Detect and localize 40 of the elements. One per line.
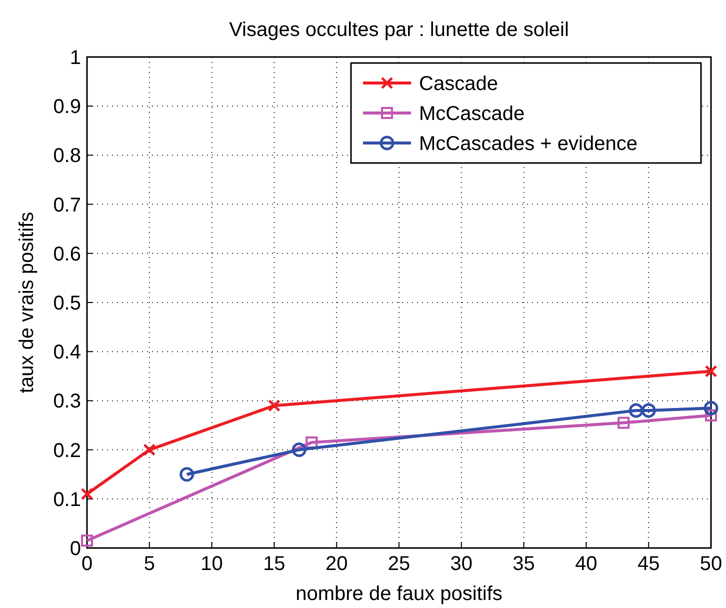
point: [705, 409, 717, 422]
point: [80, 488, 94, 500]
legend-label: Cascade: [419, 73, 498, 95]
legend-label: McCascades + evidence: [419, 133, 638, 155]
x-tick-label: 15: [263, 553, 286, 575]
y-tick-label: 0.9: [53, 96, 81, 118]
point: [618, 416, 630, 429]
y-tick-label: 0.8: [53, 145, 81, 168]
y-tick-label: 0.5: [53, 292, 81, 314]
point: [641, 403, 656, 418]
y-axis-title: taux de vrais positifs: [16, 212, 38, 394]
x-tick-label: 50: [700, 553, 722, 575]
x-tick-label: 25: [388, 553, 410, 575]
y-tick-label: 0.1: [53, 488, 81, 511]
x-axis-title: nombre de faux positifs: [296, 583, 502, 605]
x-tick-label: 35: [512, 553, 535, 575]
point: [704, 400, 718, 416]
point: [268, 399, 280, 412]
x-tick-label: 10: [200, 553, 223, 575]
point: [628, 403, 644, 418]
x-tick-label: 20: [325, 553, 348, 575]
point: [704, 364, 718, 378]
x-tick-label: 30: [450, 553, 473, 575]
point: [292, 442, 306, 458]
point: [306, 436, 318, 448]
y-tick-label: 0.6: [53, 243, 81, 266]
y-tick-label: 0.2: [53, 440, 81, 462]
y-tick-label: 0: [70, 538, 81, 560]
point: [143, 444, 156, 456]
y-tick-label: 0.4: [53, 342, 81, 364]
chart-title: Visages occultes par : lunette de soleil: [229, 19, 569, 41]
x-tick-label: 5: [144, 553, 155, 575]
x-tick-label: 40: [575, 553, 598, 575]
y-tick-label: 0.7: [53, 194, 81, 216]
x-tick-label: 45: [637, 553, 660, 575]
y-tick-label: 1: [70, 47, 81, 69]
point: [180, 467, 194, 482]
legend-label: McCascade: [419, 103, 525, 125]
y-tick-label: 0.3: [53, 390, 81, 413]
point: [81, 534, 93, 547]
